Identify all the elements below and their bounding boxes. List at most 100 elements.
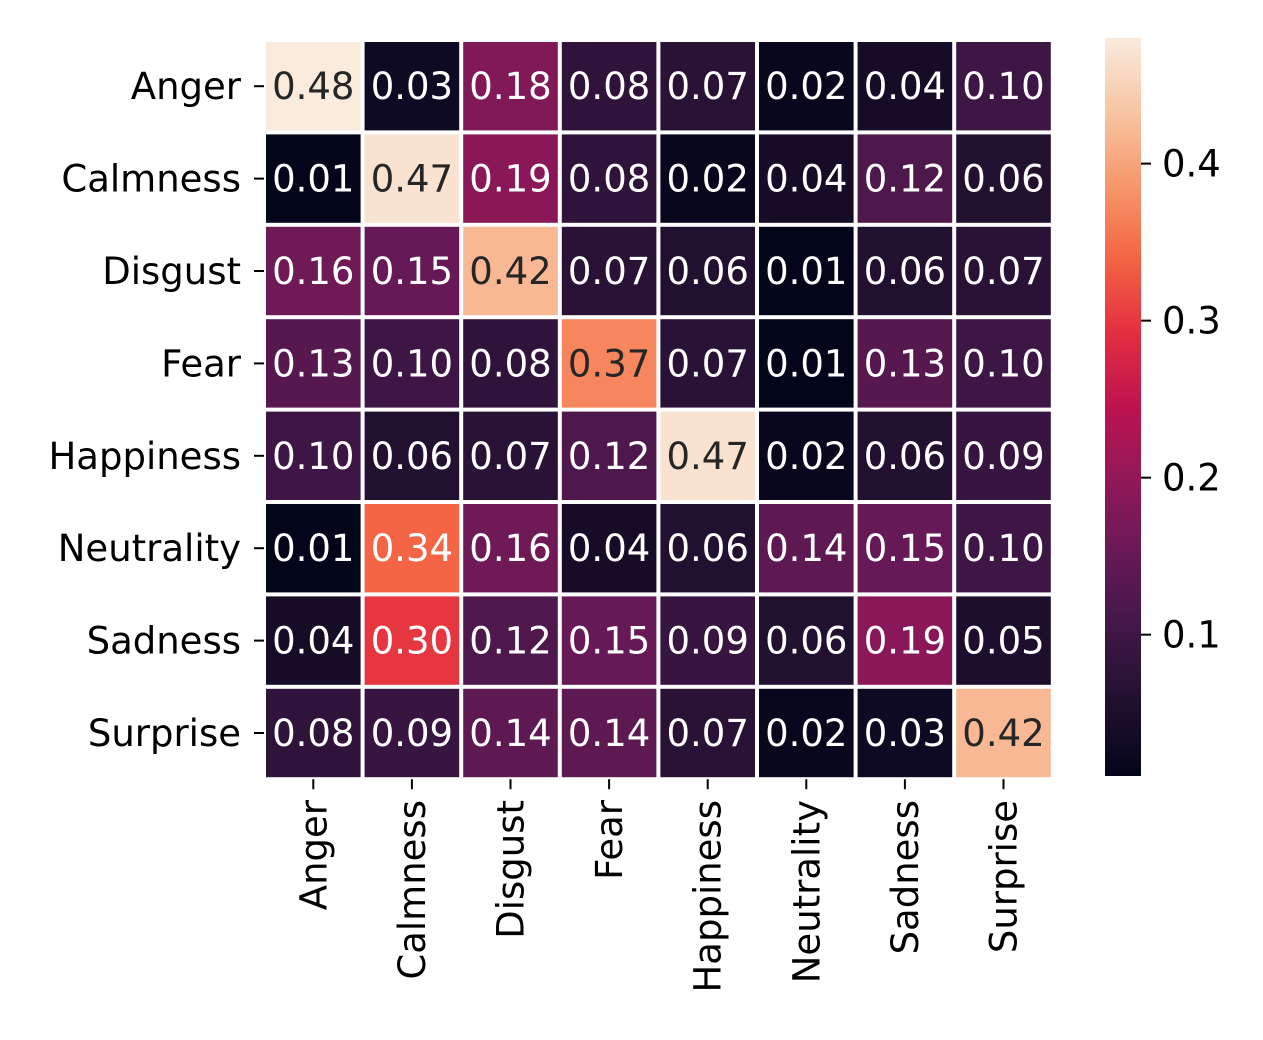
- cell-value-label: 0.14: [469, 712, 551, 755]
- heatmap-cell: [857, 319, 953, 408]
- cell-value-label: 0.14: [765, 527, 847, 570]
- cell-value-label: 0.10: [962, 342, 1044, 385]
- heatmap-cell: [759, 42, 854, 131]
- heatmap-cell: [266, 226, 361, 316]
- heatmap-cell: [561, 596, 657, 685]
- cell-value-label: 0.06: [371, 435, 453, 478]
- heatmap-cell: [364, 42, 460, 131]
- heatmap-cell: [561, 134, 657, 223]
- cell-value-label: 0.06: [667, 527, 749, 570]
- heatmap-cell: [266, 134, 361, 223]
- cell-value-label: 0.47: [371, 158, 453, 201]
- cell-value-label: 0.08: [469, 342, 551, 385]
- cell-value-label: 0.07: [667, 712, 749, 755]
- heatmap-cell: [266, 688, 361, 778]
- cell-value-label: 0.48: [272, 65, 354, 108]
- cell-value-label: 0.02: [765, 65, 847, 108]
- cell-value-label: 0.15: [864, 527, 946, 570]
- heatmap-cell: [956, 596, 1051, 685]
- y-tick-label: Disgust: [102, 250, 241, 293]
- heatmap-cell: [364, 411, 460, 500]
- cell-value-label: 0.06: [864, 435, 946, 478]
- cell-value-label: 0.01: [272, 527, 354, 570]
- cell-value-label: 0.07: [469, 435, 551, 478]
- cell-value-label: 0.02: [765, 435, 847, 478]
- colorbar-tick-label: 0.4: [1162, 143, 1221, 186]
- cell-value-label: 0.06: [962, 158, 1044, 201]
- cell-value-label: 0.06: [765, 620, 847, 663]
- heatmap-cell: [463, 319, 558, 408]
- heatmap-cell: [364, 688, 460, 778]
- cell-value-label: 0.12: [568, 435, 650, 478]
- cell-value-label: 0.19: [469, 158, 551, 201]
- y-tick-label: Surprise: [88, 712, 241, 755]
- cell-value-label: 0.42: [962, 712, 1044, 755]
- y-tick-label: Fear: [161, 342, 242, 385]
- heatmap-cell: [956, 411, 1051, 500]
- cell-value-label: 0.03: [371, 65, 453, 108]
- heatmap-cell: [463, 42, 558, 131]
- cell-value-label: 0.18: [469, 65, 551, 108]
- heatmap-cell: [956, 134, 1051, 223]
- heatmap-cell: [364, 319, 460, 408]
- cell-value-label: 0.15: [371, 250, 453, 293]
- cell-value-label: 0.09: [667, 620, 749, 663]
- heatmap-cell: [660, 134, 755, 223]
- cell-value-label: 0.16: [469, 527, 551, 570]
- heatmap-cell: [364, 226, 460, 316]
- cell-value-label: 0.07: [667, 65, 749, 108]
- heatmap-cell: [463, 596, 558, 685]
- cell-value-label: 0.05: [962, 620, 1044, 663]
- cell-value-label: 0.01: [765, 250, 847, 293]
- heatmap-cell: [364, 504, 460, 593]
- heatmap-cell: [463, 688, 558, 778]
- heatmap-cell: [660, 42, 755, 131]
- heatmap-cell: [956, 42, 1051, 131]
- cell-value-label: 0.06: [864, 250, 946, 293]
- x-tick-label: Fear: [588, 799, 631, 880]
- heatmap-cell: [266, 42, 361, 131]
- heatmap-cell: [463, 226, 558, 316]
- colorbar-tick-label: 0.3: [1162, 300, 1221, 343]
- cell-value-label: 0.03: [864, 712, 946, 755]
- cell-value-label: 0.08: [272, 712, 354, 755]
- heatmap-cell: [266, 411, 361, 500]
- y-tick-label: Neutrality: [58, 527, 241, 570]
- cell-value-label: 0.42: [469, 250, 551, 293]
- x-tick-label: Surprise: [983, 800, 1026, 953]
- heatmap-cell: [364, 596, 460, 685]
- cell-value-label: 0.01: [272, 158, 354, 201]
- cell-value-label: 0.07: [568, 250, 650, 293]
- cell-value-label: 0.04: [272, 620, 354, 663]
- heatmap-cell: [857, 42, 953, 131]
- heatmap-cell: [660, 226, 755, 316]
- cell-value-label: 0.01: [765, 342, 847, 385]
- colorbar-gradient: [1105, 38, 1141, 776]
- heatmap-cell: [759, 688, 854, 778]
- y-axis: Anger Calmness Disgust Fear Happiness Neutral…: [48, 65, 264, 755]
- colorbar: 0.1 0.2 0.3 0.4: [1105, 38, 1221, 776]
- heatmap-cell: [561, 226, 657, 316]
- cell-value-label: 0.30: [371, 620, 453, 663]
- cell-value-label: 0.08: [568, 158, 650, 201]
- heatmap-cell: [857, 226, 953, 316]
- heatmap-cell: [660, 688, 755, 778]
- cell-value-label: 0.02: [667, 158, 749, 201]
- heatmap-cell: [561, 688, 657, 778]
- cell-value-label: 0.06: [667, 250, 749, 293]
- colorbar-tick-label: 0.1: [1162, 614, 1221, 657]
- heatmap-cell: [561, 504, 657, 593]
- heatmap-cell: [561, 319, 657, 408]
- cell-value-label: 0.15: [568, 620, 650, 663]
- cell-value-label: 0.09: [962, 435, 1044, 478]
- cell-value-label: 0.08: [568, 65, 650, 108]
- heatmap-cell: [956, 319, 1051, 408]
- heatmap-cell: [759, 596, 854, 685]
- heatmap-cell: [266, 596, 361, 685]
- cell-value-label: 0.09: [371, 712, 453, 755]
- heatmap-cell: [660, 504, 755, 593]
- heatmap-cell: [561, 42, 657, 131]
- heatmap-cell: [364, 134, 460, 223]
- cell-value-label: 0.34: [371, 527, 453, 570]
- y-tick-label: Anger: [131, 65, 242, 108]
